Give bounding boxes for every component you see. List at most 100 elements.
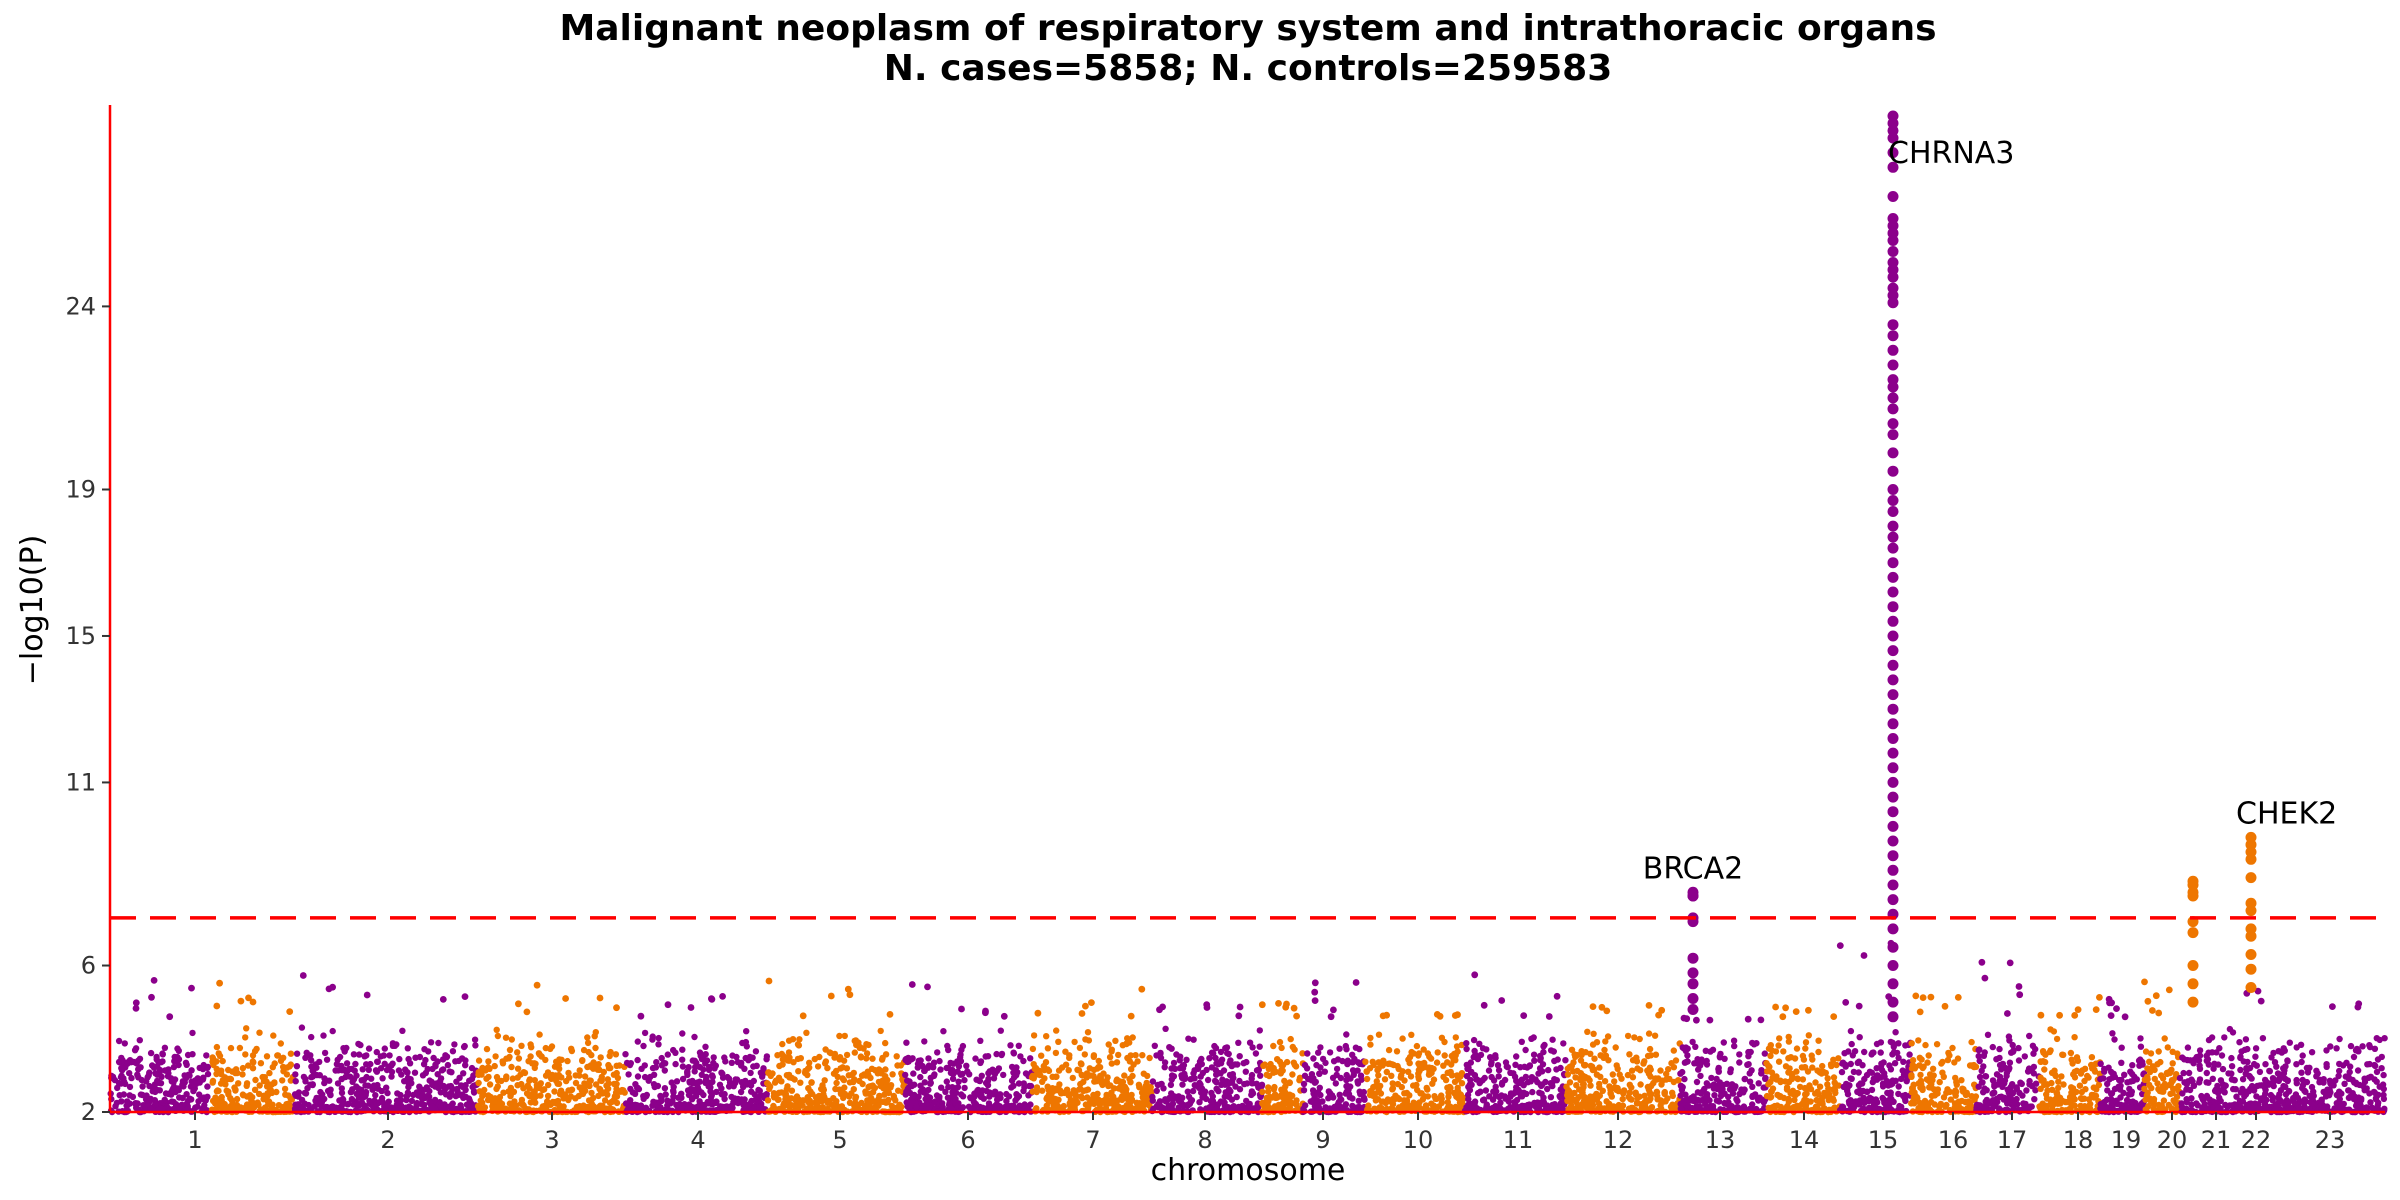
snp-point (1118, 1095, 1125, 1102)
snp-point (1000, 1012, 1008, 1020)
snp-point (634, 1084, 641, 1092)
snp-point (166, 1013, 174, 1021)
snp-point (1657, 1067, 1664, 1074)
snp-point (171, 1058, 178, 1065)
snp-point (1166, 1044, 1173, 1051)
snp-point (562, 995, 569, 1002)
snp-point (1029, 1045, 1037, 1053)
snp-point (171, 1076, 179, 1083)
snp-point (1300, 1080, 1308, 1088)
snp-point (780, 1052, 787, 1060)
snp-point (1812, 1104, 1820, 1111)
snp-point (1736, 1051, 1743, 1058)
snp-point (1841, 1050, 1848, 1057)
snp-point (168, 1089, 175, 1096)
snp-point (982, 1053, 989, 1060)
snp-point (1830, 1013, 1838, 1020)
snp-point (761, 1092, 768, 1099)
snp-point (889, 1071, 896, 1078)
snp-point (1232, 1083, 1239, 1090)
snp-point (1088, 999, 1095, 1006)
snp-point (1107, 1082, 1114, 1089)
snp-point (1537, 1100, 1545, 1108)
snp-point (1047, 1094, 1055, 1101)
snp-point (1741, 1075, 1749, 1083)
snp-point (955, 1078, 962, 1085)
snp-point (1336, 1091, 1343, 1099)
snp-point (1425, 1071, 1433, 1078)
snp-point (1519, 1102, 1526, 1110)
snp-point (466, 1077, 473, 1085)
snp-point (1456, 1105, 1463, 1112)
snp-point (1263, 1071, 1271, 1079)
snp-point (1347, 1075, 1354, 1082)
snp-point (1059, 1064, 1066, 1071)
snp-point (1458, 1080, 1466, 1087)
snp-point (691, 1033, 698, 1041)
snp-point (1831, 1079, 1838, 1086)
snp-point (1326, 1049, 1334, 1056)
snp-point (132, 999, 140, 1007)
snp-point (1835, 1055, 1842, 1062)
snp-point (679, 1056, 686, 1063)
snp-point (1756, 1096, 1763, 1103)
snp-point (1577, 1057, 1585, 1064)
snp-point (721, 1095, 728, 1103)
snp-point (503, 1055, 510, 1062)
snp-point (1423, 1084, 1430, 1092)
snp-point (812, 1094, 820, 1101)
snp-point (1311, 997, 1319, 1004)
snp-point (213, 1070, 220, 1078)
snp-point (245, 994, 252, 1002)
snp-point (514, 1082, 521, 1089)
snp-point (1746, 1070, 1753, 1077)
snp-point (1168, 1072, 1176, 1079)
snp-point (795, 1068, 802, 1075)
snp-point (1859, 1080, 1866, 1087)
snp-point (323, 1056, 331, 1063)
snp-point (234, 1104, 241, 1112)
snp-point (568, 1047, 576, 1055)
snp-point (1407, 1073, 1415, 1080)
snp-point (302, 1090, 310, 1097)
snp-point (1232, 1061, 1239, 1068)
snp-point (1883, 1078, 1891, 1085)
snp-point (1273, 1094, 1281, 1101)
snp-point (1406, 1059, 1413, 1067)
snp-point (703, 1073, 710, 1081)
snp-point (479, 1092, 486, 1100)
snp-point (1245, 1102, 1253, 1109)
snp-point (1708, 1074, 1715, 1082)
snp-point (1644, 1052, 1652, 1060)
snp-point (359, 1066, 366, 1073)
snp-point (745, 1057, 752, 1064)
snp-point (1527, 1078, 1535, 1085)
snp-point (281, 1085, 289, 1093)
snp-point (377, 1065, 385, 1072)
snp-point (1951, 1059, 1958, 1066)
snp-point (304, 1085, 311, 1092)
snp-point (1819, 1062, 1826, 1070)
snp-point (910, 1070, 917, 1077)
snp-point (1926, 1071, 1934, 1078)
snp-point (1126, 1075, 1133, 1083)
snp-point (298, 1024, 306, 1031)
snp-point (269, 1064, 276, 1071)
snp-point (1709, 1046, 1717, 1054)
snp-point (1579, 1072, 1587, 1080)
snp-point (1357, 1072, 1365, 1079)
snp-point (2026, 1032, 2033, 1040)
snp-point (349, 1086, 356, 1093)
snp-point (492, 1053, 499, 1060)
snp-point (1908, 1065, 1916, 1072)
snp-point (783, 1093, 790, 1101)
snp-point (1952, 1087, 1959, 1094)
snp-point (1764, 1068, 1771, 1075)
snp-point (1317, 1044, 1324, 1051)
snp-point (1626, 1051, 1633, 1058)
snp-point (1129, 1034, 1136, 1041)
snp-point (576, 1084, 583, 1091)
snp-point (596, 1085, 603, 1093)
snp-point (355, 1040, 362, 1048)
snp-point (312, 1097, 319, 1104)
